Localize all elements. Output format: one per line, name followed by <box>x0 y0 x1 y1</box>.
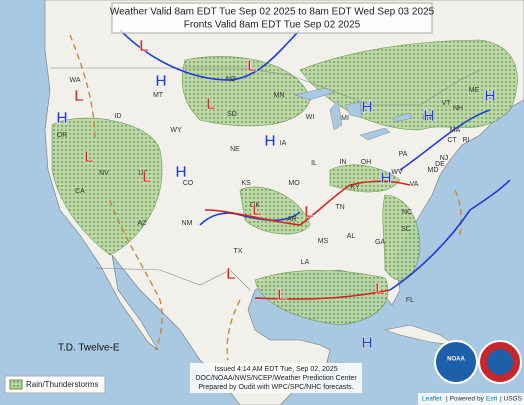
issued: Issued 4:14 AM EDT Tue, Sep 02, 2025 <box>214 366 337 373</box>
state-label: WA <box>69 77 80 84</box>
state-label: NM <box>182 220 193 227</box>
state-label: TX <box>234 248 243 255</box>
state-label: OH <box>361 159 372 166</box>
noaa-text: NOAA <box>447 357 465 363</box>
state-label: ME <box>469 87 480 94</box>
state-label: TN <box>335 204 344 211</box>
state-label: IN <box>340 159 347 166</box>
state-label: MD <box>428 167 439 174</box>
state-label: NJ <box>440 155 449 162</box>
low-pressure: L <box>226 266 236 283</box>
state-label: RI <box>463 137 470 144</box>
state-label: IL <box>311 160 317 167</box>
nws-logo-inner <box>487 349 513 375</box>
state-label: FL <box>406 297 414 304</box>
state-label: NH <box>453 105 463 112</box>
high-pressure: H <box>423 108 435 125</box>
state-label: CA <box>75 188 85 195</box>
storm-label: T.D. Twelve-E <box>58 343 120 354</box>
state-label: WV <box>391 169 403 176</box>
low-pressure: L <box>142 169 152 186</box>
state-label: ID <box>115 113 122 120</box>
state-label: VA <box>410 181 419 188</box>
state-label: WY <box>170 127 182 134</box>
state-label: MA <box>450 127 461 134</box>
legend-swatch <box>9 379 23 390</box>
subtitle: Fronts Valid 8am EDT Tue Sep 02 2025 <box>184 20 361 31</box>
attribution-text: | USGS <box>500 396 523 403</box>
high-pressure: H <box>484 88 496 105</box>
state-label: PA <box>399 151 408 158</box>
high-pressure: H <box>264 133 276 150</box>
high-pressure: H <box>155 73 167 90</box>
state-label: MO <box>288 180 300 187</box>
state-label: GA <box>375 239 385 246</box>
state-label: CT <box>447 137 457 144</box>
legend <box>4 375 106 394</box>
troughs <box>69 34 462 361</box>
lakes <box>294 87 413 141</box>
state-label: MT <box>153 92 164 99</box>
prepared: Prepared by Oudit with WPC/SPC/NHC forec… <box>198 384 353 391</box>
state-label: SC <box>401 226 411 233</box>
fronts <box>119 29 511 300</box>
office: DOC/NOAA/NWS/NCEP/Weather Prediction Cen… <box>195 375 357 382</box>
state-label: OK <box>250 202 260 209</box>
state-label: KY <box>350 184 360 191</box>
state-label: WI <box>306 114 315 121</box>
noaa-logo <box>434 340 478 384</box>
state-label: ND <box>226 76 236 83</box>
high-pressure: H <box>361 335 373 352</box>
high-pressure: H <box>175 164 187 181</box>
esri-link[interactable]: Esri <box>486 396 497 403</box>
leaflet-link[interactable]: Leaflet <box>422 396 442 403</box>
border <box>50 67 481 106</box>
high-pressure: H <box>56 110 68 127</box>
low-pressure: L <box>206 96 216 113</box>
low-pressure: L <box>375 281 385 298</box>
low-pressure: L <box>84 149 94 166</box>
state-label: NE <box>230 146 240 153</box>
state-label: NY <box>423 115 433 122</box>
state-label: DE <box>435 161 445 168</box>
state-label: AL <box>347 233 356 240</box>
title-box <box>111 2 433 34</box>
high-pressure: H <box>361 99 373 116</box>
attribution-text: | Powered by <box>446 396 485 403</box>
low-pressure: L <box>74 88 84 105</box>
state-label: MI <box>341 115 349 122</box>
state-label: AR <box>287 216 297 223</box>
state-label: KS <box>241 180 251 187</box>
border <box>94 267 251 291</box>
state-label: NV <box>99 170 109 177</box>
state-label: NC <box>402 209 412 216</box>
title: Weather Valid 8am EDT Tue Sep 02 2025 to… <box>110 7 435 18</box>
low-pressure: L <box>277 287 287 304</box>
legend-label: Rain/Thunderstorms <box>26 380 98 389</box>
state-label: OR <box>57 132 68 139</box>
state-label: SD <box>227 111 237 118</box>
state-label: IA <box>280 140 287 147</box>
state-label: UT <box>138 170 148 177</box>
low-pressure: L <box>139 38 149 55</box>
footer-box <box>190 363 362 393</box>
low-pressure: L <box>304 204 314 221</box>
high-pressure: H <box>380 170 392 187</box>
state-label: LA <box>301 259 310 266</box>
state-label: MN <box>274 92 285 99</box>
low-pressure: L <box>247 58 257 75</box>
state-label: CO <box>183 180 194 187</box>
state-label: AZ <box>138 220 148 227</box>
low-pressure: L <box>252 202 262 219</box>
state-label: MS <box>318 238 329 245</box>
state-label: VT <box>442 100 452 107</box>
attribution-box <box>418 393 524 405</box>
